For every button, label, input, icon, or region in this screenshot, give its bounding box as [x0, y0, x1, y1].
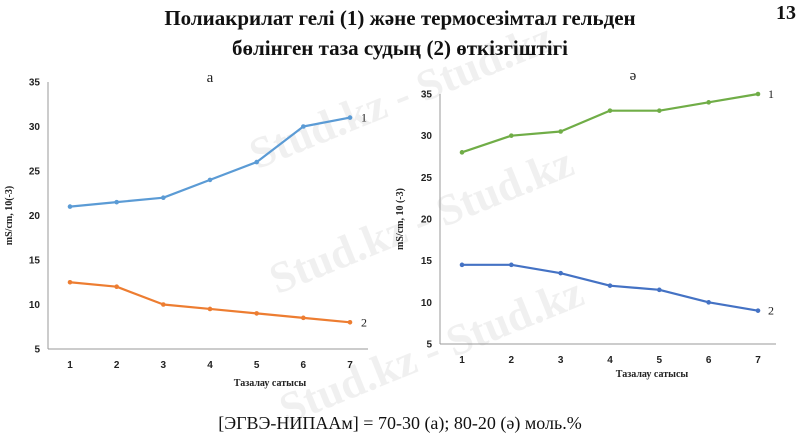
series-label: 2 [361, 315, 367, 329]
y-tick-label: 15 [29, 256, 41, 267]
y-tick-label: 30 [421, 131, 433, 142]
data-point [706, 300, 711, 305]
panel-label: а [207, 70, 214, 86]
y-tick-label: 10 [29, 300, 41, 311]
series-line [69, 116, 351, 208]
page-title-line-1: Полиакрилат гелі (1) және термосезімтал … [164, 6, 636, 30]
y-tick-label: 25 [29, 167, 41, 178]
data-point [706, 100, 711, 105]
data-point [67, 279, 73, 285]
data-point [509, 262, 514, 268]
data-point [347, 320, 353, 325]
y-tick-label: 15 [421, 256, 433, 267]
data-point [161, 195, 166, 200]
data-point [755, 308, 761, 313]
series-label: 1 [768, 87, 774, 101]
data-point [657, 108, 662, 113]
y-tick-label: 5 [34, 345, 40, 356]
y-axis-label: mS/cm, 10(-3) [4, 186, 15, 245]
y-tick-label: 30 [29, 122, 41, 133]
x-tick-label: 6 [706, 355, 712, 366]
panel-label: ә [630, 68, 637, 84]
x-tick-label: 2 [509, 355, 515, 366]
data-point [607, 108, 613, 113]
y-tick-label: 10 [421, 298, 433, 309]
data-point [755, 91, 761, 97]
data-point [254, 311, 259, 316]
y-tick-label: 35 [29, 78, 41, 89]
series-label: 2 [768, 304, 774, 318]
x-axis-label: Тазалау сатысы [616, 369, 689, 380]
data-point [254, 159, 259, 165]
x-tick-label: 5 [254, 360, 260, 371]
data-point [161, 302, 166, 307]
series-line [461, 92, 759, 154]
y-tick-label: 20 [29, 211, 41, 222]
data-point [509, 133, 514, 138]
data-point [301, 315, 306, 321]
x-tick-label: 7 [755, 355, 761, 366]
data-point [459, 150, 465, 155]
x-tick-label: 6 [301, 360, 307, 371]
series-label: 1 [361, 111, 367, 125]
y-axis-label: mS/cm, 10 (-3) [395, 188, 406, 250]
data-point [558, 270, 563, 276]
figure-caption: [ЭГВЭ-НИПААм] = 70-30 (а); 80-20 (ә) мол… [218, 413, 582, 433]
x-tick-label: 7 [347, 360, 353, 371]
x-tick-label: 3 [558, 355, 564, 366]
data-point [347, 115, 353, 120]
data-point [459, 262, 465, 268]
page-number: 13 [776, 2, 796, 24]
y-tick-label: 5 [426, 340, 432, 351]
data-point [67, 204, 73, 209]
data-point [558, 129, 563, 134]
data-point [657, 287, 662, 293]
x-tick-label: 1 [459, 355, 465, 366]
x-tick-label: 4 [607, 355, 613, 366]
data-point [301, 124, 306, 129]
x-axis-label: Тазалау сатысы [234, 378, 307, 389]
x-tick-label: 2 [114, 360, 120, 371]
data-point [207, 177, 213, 183]
x-tick-label: 4 [207, 360, 213, 371]
data-point [114, 199, 119, 205]
y-tick-label: 20 [421, 215, 433, 226]
x-tick-label: 3 [161, 360, 167, 371]
x-tick-label: 1 [67, 360, 73, 371]
series-line [69, 281, 351, 324]
data-point [607, 283, 613, 288]
y-tick-label: 25 [421, 173, 433, 184]
page-title-line-2: бөлінген таза судың (2) өткізгіштігі [231, 36, 569, 60]
x-tick-label: 5 [657, 355, 663, 366]
data-point [207, 306, 213, 312]
y-tick-label: 35 [421, 90, 433, 101]
data-point [114, 284, 119, 290]
